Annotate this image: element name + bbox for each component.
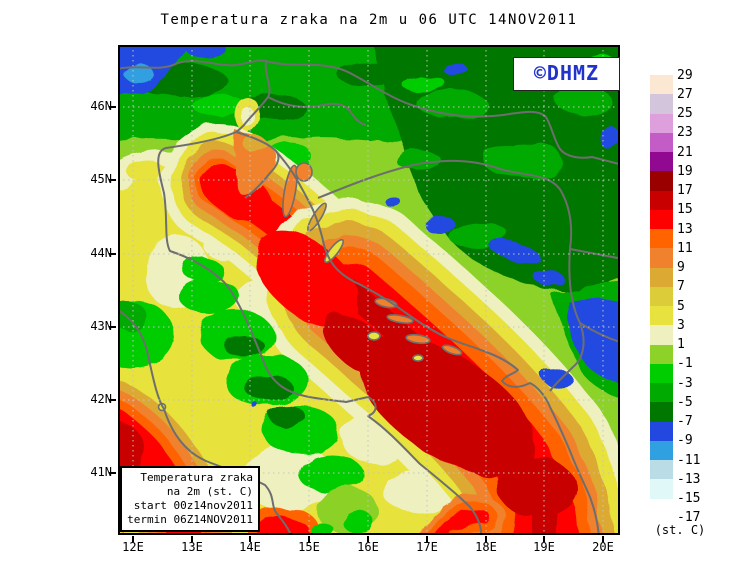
legend-value-label: 5 — [677, 298, 685, 314]
legend-color-box — [650, 267, 673, 287]
x-tick-mark — [485, 536, 487, 542]
legend-color-box — [650, 190, 673, 210]
cold-blue-patches — [118, 45, 620, 391]
info-box-line: termin 06Z14NOV2011 — [127, 513, 253, 526]
legend-value-label: 9 — [677, 260, 685, 276]
graticule — [118, 45, 620, 535]
legend-color-box — [650, 132, 673, 153]
x-tick-label: 14E — [239, 540, 261, 554]
y-tick-label: 45N — [90, 172, 112, 186]
legend-value-label: 13 — [677, 221, 693, 237]
x-tick-mark — [249, 536, 251, 542]
map-frame — [118, 45, 620, 535]
legend-value-label: 7 — [677, 279, 685, 295]
legend-color-box — [650, 113, 673, 133]
x-tick-mark — [543, 536, 545, 542]
info-box-line: Temperatura zraka — [140, 471, 253, 484]
legend-color-box — [650, 306, 673, 326]
legend-value-label: -15 — [677, 491, 701, 507]
x-tick-label: 15E — [298, 540, 320, 554]
legend-value-label: -7 — [677, 414, 693, 430]
legend-value-label: 27 — [677, 86, 693, 102]
legend-color-box — [650, 421, 673, 441]
legend-value-label: 15 — [677, 202, 693, 218]
x-tick-mark — [132, 536, 134, 542]
legend-color-box — [650, 152, 673, 172]
legend-value-label: 19 — [677, 163, 693, 179]
legend-value-label: -5 — [677, 394, 693, 410]
legend-value-label: 17 — [677, 183, 693, 199]
legend-color-box — [650, 363, 673, 384]
x-tick-label: 19E — [533, 540, 555, 554]
x-tick-mark — [602, 536, 604, 542]
legend-color-box — [650, 498, 673, 518]
legend-value-label: -1 — [677, 356, 693, 372]
info-box-line: na 2m (st. C) — [166, 485, 253, 498]
legend-color-box — [650, 325, 673, 345]
x-tick-label: 20E — [592, 540, 614, 554]
legend-value-label: -17 — [677, 510, 701, 526]
y-tick-label: 42N — [90, 392, 112, 406]
y-tick-mark — [109, 399, 116, 401]
y-tick-label: 41N — [90, 465, 112, 479]
legend-color-box — [650, 248, 673, 268]
map-area — [118, 45, 620, 535]
map-title: Temperatura zraka na 2m u 06 UTC 14NOV20… — [160, 12, 578, 28]
x-tick-mark — [426, 536, 428, 542]
info-box-line: start 00z14nov2011 — [133, 499, 253, 512]
legend-value-label: 25 — [677, 106, 693, 122]
coastlines-and-borders — [118, 59, 620, 535]
legend-color-box — [650, 479, 673, 499]
legend-color-box — [650, 440, 673, 461]
legend-unit-label: (st. C) — [654, 523, 706, 537]
legend-color-box — [650, 460, 673, 480]
x-tick-label: 17E — [416, 540, 438, 554]
legend-color-box — [650, 229, 673, 249]
x-tick-mark — [367, 536, 369, 542]
legend-color-box — [650, 209, 673, 230]
legend-value-label: -9 — [677, 433, 693, 449]
run-info-box: Temperatura zraka na 2m (st. C) start 00z1… — [120, 466, 260, 532]
x-tick-label: 13E — [181, 540, 203, 554]
legend-color-box — [650, 402, 673, 422]
x-tick-label: 12E — [122, 540, 144, 554]
x-tick-label: 16E — [357, 540, 379, 554]
legend-value-label: 1 — [677, 337, 685, 353]
legend-color-box — [650, 383, 673, 403]
legend-color-box — [650, 75, 673, 95]
y-tick-mark — [109, 179, 116, 181]
y-tick-mark — [109, 253, 116, 255]
legend-color-box — [650, 94, 673, 114]
temperature-map — [118, 45, 620, 535]
legend-color-box — [650, 171, 673, 191]
legend-value-label: 23 — [677, 125, 693, 141]
x-tick-mark — [191, 536, 193, 542]
y-tick-label: 43N — [90, 319, 112, 333]
y-tick-mark — [109, 106, 116, 108]
y-tick-mark — [109, 326, 116, 328]
legend-value-label: -13 — [677, 471, 701, 487]
legend-value-label: -11 — [677, 452, 701, 468]
y-tick-label: 44N — [90, 246, 112, 260]
x-tick-label: 18E — [475, 540, 497, 554]
legend-value-label: 29 — [677, 67, 693, 83]
y-tick-mark — [109, 472, 116, 474]
legend-value-label: 3 — [677, 317, 685, 333]
legend-value-label: 21 — [677, 144, 693, 160]
x-tick-mark — [308, 536, 310, 542]
dhmz-logo: ©DHMZ — [513, 57, 620, 91]
y-tick-label: 46N — [90, 99, 112, 113]
legend-value-label: 11 — [677, 240, 693, 256]
legend-color-box — [650, 286, 673, 307]
legend-value-label: -3 — [677, 375, 693, 391]
legend-color-box — [650, 344, 673, 364]
